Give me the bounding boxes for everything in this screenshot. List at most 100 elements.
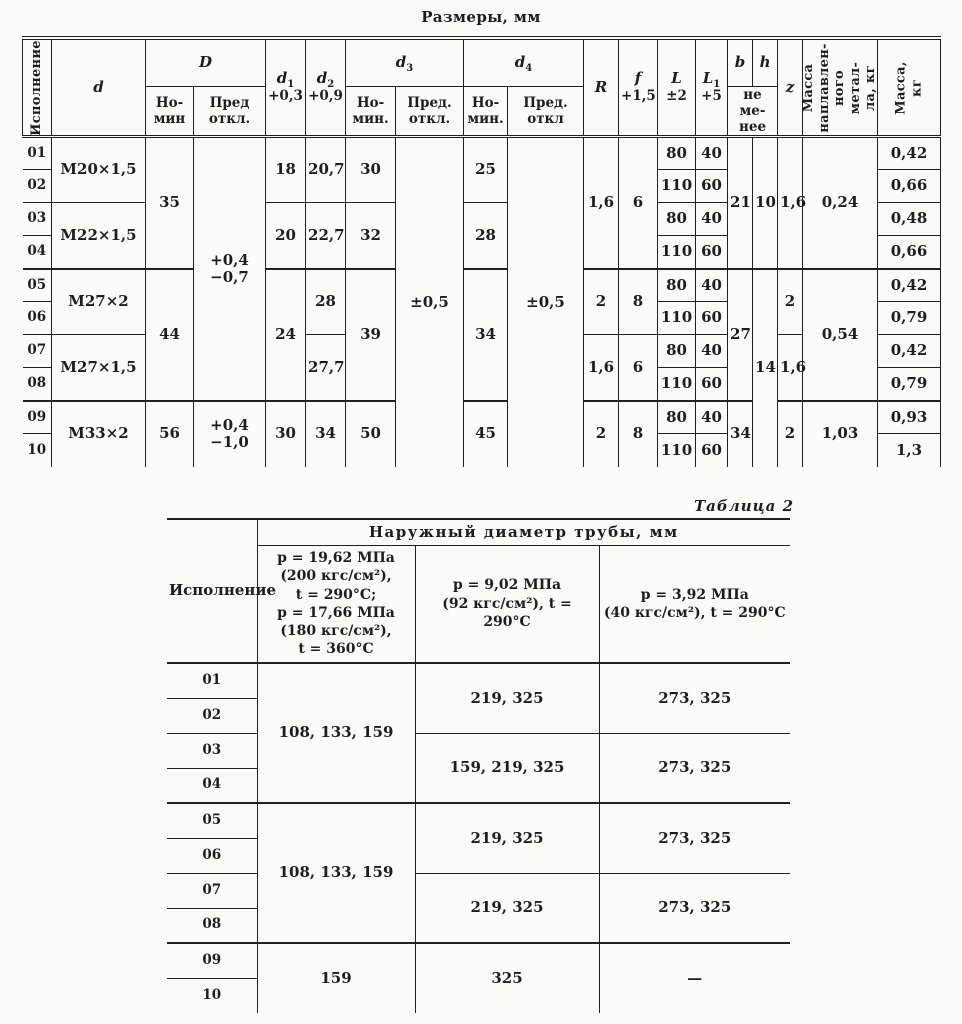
t2-row01-col3: 273, 325	[598, 662, 790, 733]
d1-tolerance: +0,3	[268, 88, 303, 105]
t1-row09-b: 34	[727, 399, 753, 467]
col-header-R: R	[583, 37, 619, 137]
t1-row07-mass: 0,42	[877, 334, 941, 368]
t1-row09-z: 2	[777, 399, 803, 467]
col-header-D: D	[144, 37, 266, 86]
d3-symbol: d	[395, 53, 407, 72]
t1-row05-R: 2	[583, 267, 619, 335]
t1-row05-b: 27	[727, 267, 753, 401]
f-symbol: f	[634, 69, 642, 88]
t2-row05-col1: 108, 133, 159	[256, 802, 415, 943]
t1-row08-L1: 60	[695, 367, 728, 401]
t2-row07-col2: 219, 325	[414, 872, 599, 943]
t1-row07-no: 07	[22, 334, 52, 368]
t1-row09-no: 09	[22, 399, 52, 434]
t1-row04-mass: 0,66	[877, 235, 941, 269]
t1-row03-d1: 20	[265, 202, 306, 269]
t1-row01-d1: 18	[265, 135, 306, 203]
col-header-f: f +1,5	[618, 37, 658, 137]
L1-tolerance: +5	[701, 88, 722, 105]
t1-row09-f: 8	[618, 399, 658, 467]
t1-row05-thread: М27×2	[51, 267, 146, 335]
ispolnenie-vertical-label: Исполнение	[29, 39, 45, 136]
table2-title: Таблица 2	[694, 497, 795, 515]
t1-row01-no: 01	[22, 135, 52, 170]
t2-row05-col2: 219, 325	[414, 802, 599, 873]
t2-row08-no: 08	[167, 907, 257, 943]
t2-span-header: Наружный диаметр трубы, мм	[256, 518, 790, 545]
col-header-d1: d1 +0,3	[265, 37, 306, 137]
t1-row01-mass-weld: 0,24	[802, 135, 878, 269]
t1-row07-f: 6	[618, 334, 658, 401]
t2-condition-1: p = 19,62 МПа (200 кгс/см²), t = 290°C; …	[256, 544, 415, 663]
col-header-mass-weld: Масса наплавлен- ного метал- ла, кг	[801, 37, 879, 137]
t2-row01-col1: 108, 133, 159	[256, 662, 415, 803]
t1-row08-mass: 0,79	[877, 367, 941, 401]
t1-row05-d2: 28	[305, 267, 346, 335]
d1-subscript: 1	[287, 79, 295, 91]
mass-weld-vertical-label: Масса наплавлен- ного метал- ла, кг	[801, 42, 879, 133]
t1-row01-D-nom: 35	[145, 135, 194, 269]
t1-row05-L1: 40	[695, 267, 728, 302]
t1-row04-L1: 60	[695, 235, 728, 269]
t1-row09-mass: 0,93	[877, 399, 941, 434]
t1-row02-L: 110	[657, 169, 696, 203]
d-symbol: d	[93, 77, 104, 96]
t1-row10-no: 10	[22, 433, 52, 467]
subheader-ne-menee: не ме- нее	[727, 85, 778, 137]
t1-row05-d4-nom: 34	[463, 267, 508, 401]
t1-row09-mass-weld: 1,03	[802, 399, 878, 467]
t1-row01-d3-nom: 30	[345, 135, 396, 203]
t2-row09-col2: 325	[414, 942, 599, 1013]
t1-row01-L: 80	[657, 135, 696, 170]
t1-row09-d1: 30	[265, 399, 306, 467]
subheader-d3-nominal: Но- мин.	[345, 85, 396, 137]
t1-row03-thread: М22×1,5	[51, 202, 146, 269]
t1-row01-d3-dev: ±0,5	[395, 135, 464, 467]
t2-row05-no: 05	[167, 802, 257, 838]
t1-row02-mass: 0,66	[877, 169, 941, 203]
t1-row08-no: 08	[22, 367, 52, 401]
D-symbol: D	[199, 53, 213, 72]
t2-condition-3: p = 3,92 МПа (40 кгс/см²), t = 290°C	[598, 544, 790, 663]
t2-row04-no: 04	[167, 767, 257, 803]
col-header-L: L ±2	[657, 37, 696, 137]
t1-row04-L: 110	[657, 235, 696, 269]
L-symbol: L	[671, 69, 682, 88]
t1-row01-h: 10	[752, 135, 778, 269]
t2-row03-col2: 159, 219, 325	[414, 732, 599, 803]
subheader-D-deviation: Пред откл.	[192, 85, 266, 137]
t1-row03-L: 80	[657, 202, 696, 236]
t1-row01-d4-nom: 25	[463, 135, 508, 203]
z-symbol: z	[785, 77, 795, 96]
t2-row02-no: 02	[167, 697, 257, 733]
t1-row01-f: 6	[618, 135, 658, 269]
pipe-diameter-table: Исполнение Наружный диаметр трубы, мм p …	[167, 518, 790, 1013]
t1-row05-mass: 0,42	[877, 267, 941, 302]
t2-row01-no: 01	[167, 662, 257, 698]
d2-subscript: 2	[327, 79, 335, 91]
subheader-d4-deviation: Пред. откл	[507, 85, 584, 137]
d2-symbol: d	[316, 69, 328, 88]
t1-row03-L1: 40	[695, 202, 728, 236]
t1-row05-h: 14	[752, 267, 778, 467]
t1-row02-no: 02	[22, 169, 52, 203]
t2-row09-col3: —	[598, 942, 790, 1013]
t2-row09-no: 09	[167, 942, 257, 978]
col-header-mass: Масса, кг	[877, 37, 941, 137]
page-title: Размеры, мм	[421, 8, 541, 26]
t1-row05-mass-weld: 0,54	[802, 267, 878, 401]
mass-vertical-label: Масса, кг	[893, 60, 925, 115]
t1-row01-z: 1,6	[777, 135, 806, 269]
t1-row04-no: 04	[22, 235, 52, 269]
L1-symbol: L	[702, 69, 714, 88]
subheader-d4-nominal: Но- мин.	[463, 85, 508, 137]
b-symbol: b	[734, 53, 746, 72]
t1-row01-D-dev: +0,4 −0,7	[192, 135, 266, 401]
col-header-ispolnenie: Исполнение	[22, 37, 52, 137]
t2-row06-no: 06	[167, 837, 257, 873]
d4-symbol: d	[514, 53, 526, 72]
t1-row06-L1: 60	[695, 301, 728, 335]
t1-row05-d3-nom: 39	[345, 267, 396, 401]
t1-row07-L1: 40	[695, 334, 728, 368]
